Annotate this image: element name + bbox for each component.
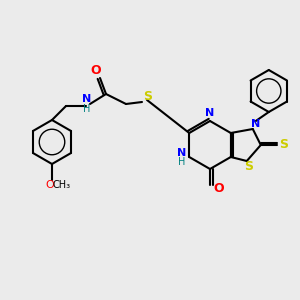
Text: N: N — [177, 148, 186, 158]
Text: N: N — [206, 108, 214, 118]
Text: CH₃: CH₃ — [53, 180, 71, 190]
Text: S: S — [244, 160, 253, 172]
Text: O: O — [46, 180, 54, 190]
Text: N: N — [251, 119, 260, 129]
Text: S: S — [279, 139, 288, 152]
Text: H: H — [178, 157, 185, 167]
Text: N: N — [82, 94, 91, 104]
Text: S: S — [143, 91, 152, 103]
Text: O: O — [91, 64, 101, 77]
Text: H: H — [83, 104, 91, 114]
Text: O: O — [214, 182, 224, 194]
